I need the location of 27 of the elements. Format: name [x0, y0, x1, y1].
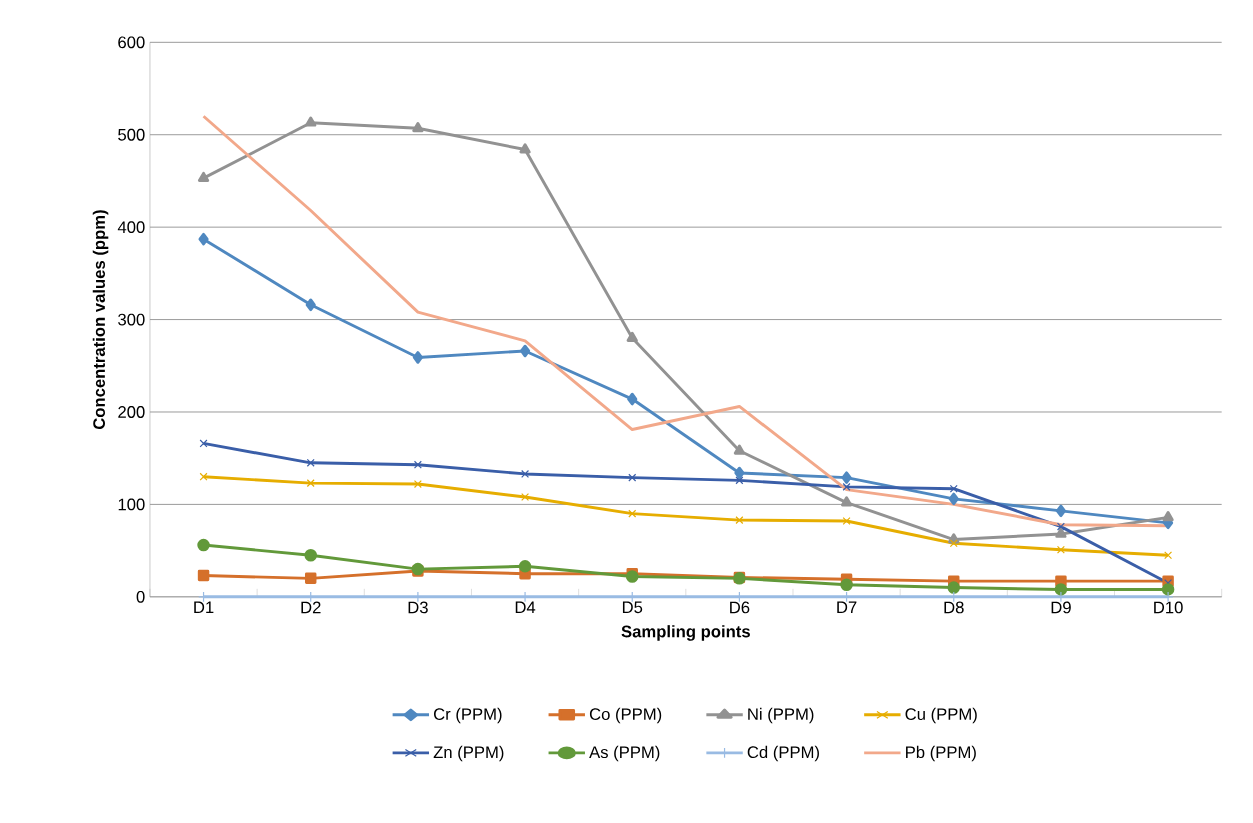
x-tick-label: D2 — [301, 601, 321, 614]
y-tick-label: 600 — [118, 36, 145, 49]
x-tick-label: D3 — [408, 601, 428, 614]
legend-label: Zn (PPM) — [433, 745, 504, 762]
y-tick-label: 200 — [118, 406, 145, 418]
legend-label: Cd (PPM) — [747, 745, 819, 762]
y-axis-title: Concentration values (ppm) — [92, 210, 109, 430]
x-tick-label: D4 — [515, 601, 536, 614]
x-axis-title: Sampling points — [621, 625, 750, 641]
legend-label: Ni (PPM) — [748, 707, 814, 724]
legend-label: Co (PPM) — [589, 707, 662, 724]
x-tick-label: D10 — [1154, 601, 1183, 614]
x-tick-label: D1 — [194, 601, 214, 614]
y-tick-label: 100 — [118, 498, 145, 511]
y-tick-label: 0 — [136, 591, 145, 603]
y-tick-label: 300 — [118, 313, 145, 326]
legend-label: Cu (PPM) — [905, 707, 977, 724]
legend-label: Cr (PPM) — [434, 707, 502, 724]
legend-label: As (PPM) — [589, 745, 660, 762]
x-tick-label: D8 — [944, 601, 964, 614]
x-tick-label: D9 — [1051, 601, 1071, 614]
x-tick-label: D5 — [622, 601, 643, 614]
x-tick-label: D6 — [730, 601, 750, 614]
x-tick-label: D7 — [837, 601, 857, 614]
y-tick-label: 400 — [117, 221, 145, 234]
y-tick-label: 500 — [118, 128, 145, 141]
legend-label: Pb (PPM) — [906, 745, 976, 762]
